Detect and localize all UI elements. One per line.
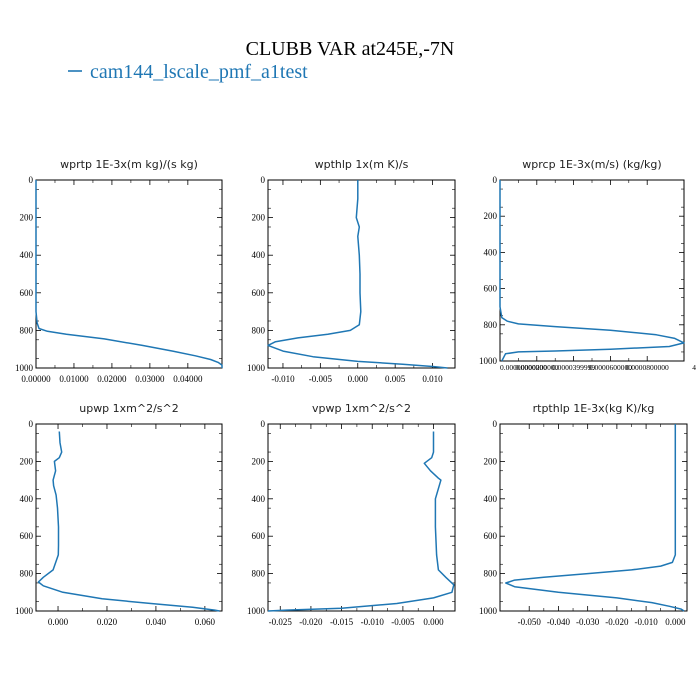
panel-wprtp: wprtp 1E-3x(m kg)/(s kg) 0 200 400 600 800 100… (15, 158, 223, 384)
xtick-label: 4 (692, 363, 696, 372)
xtick-label: -0.020 (299, 617, 323, 627)
plot-frame-vpwp (267, 423, 456, 612)
ytick-label: 200 (20, 213, 34, 223)
panel-title-upwp: upwp 1xm^2/s^2 (79, 402, 179, 415)
panel-title-vpwp: vpwp 1xm^2/s^2 (312, 402, 411, 415)
ytick-label: 600 (252, 288, 266, 298)
xtick-label: 0.0000800000 (626, 363, 669, 372)
xtick-label: 0.0000600000 (589, 363, 632, 372)
ytick-label: 800 (252, 569, 266, 579)
ytick-label: 600 (484, 284, 498, 294)
ytick-label: 1000 (247, 363, 266, 373)
ytick-label: 0 (29, 175, 34, 185)
xtick-label: 0.000 (665, 617, 686, 627)
panel-rtpthlp: rtpthlp 1E-3x(kg K)/kg 0 200 400 600 800 1000 -… (479, 402, 688, 627)
ytick-label: 800 (484, 320, 498, 330)
ytick-label: 200 (20, 456, 34, 466)
panel-title-wprcp: wprcp 1E-3x(m/s) (kg/kg) (522, 158, 661, 171)
series-line-wpthlp (267, 180, 448, 369)
xtick-label: 0.000 (348, 374, 369, 384)
ytick-label: 400 (20, 494, 34, 504)
ytick-label: 800 (484, 569, 498, 579)
legend-label: cam144_lscale_pmf_a1test (90, 61, 308, 83)
series-line-upwp (37, 431, 220, 612)
xtick-label: 0.000 (48, 617, 69, 627)
xtick-label: 0.020 (97, 617, 118, 627)
xtick-label: -0.020 (605, 617, 629, 627)
ytick-label: 1000 (247, 606, 266, 616)
xtick-label: -0.015 (330, 617, 354, 627)
xtick-label: 0.03000 (135, 374, 165, 384)
plot-frame-rtpthlp (499, 423, 688, 612)
xtick-label: -0.025 (269, 617, 293, 627)
ytick-label: 800 (20, 569, 34, 579)
plot-frame-upwp (35, 423, 223, 612)
xtick-label: -0.005 (391, 617, 415, 627)
xtick-label: 0.060 (195, 617, 216, 627)
xtick-label: -0.050 (518, 617, 542, 627)
xtick-label: 0.040 (146, 617, 167, 627)
panels: wprtp 1E-3x(m kg)/(s kg)0200400600800100… (15, 158, 696, 627)
series-line-wprtp (35, 180, 223, 368)
ytick-label: 200 (484, 211, 498, 221)
ytick-label: 1000 (479, 356, 498, 366)
xtick-label: 0.00000 (21, 374, 51, 384)
ytick-label: 1000 (15, 606, 34, 616)
xtick-label: -0.005 (309, 374, 333, 384)
xtick-label: -0.040 (547, 617, 571, 627)
ytick-label: 400 (252, 494, 266, 504)
ytick-label: 400 (484, 247, 498, 257)
ytick-label: 200 (252, 456, 266, 466)
plot-frame-wpthlp (267, 179, 456, 369)
xtick-label: -0.010 (634, 617, 658, 627)
panel-wprcp: wprcp 1E-3x(m/s) (kg/kg) 0 200 400 600 800 100… (479, 158, 696, 372)
plot-frame-wprcp (499, 179, 685, 362)
ytick-label: 600 (20, 288, 34, 298)
ytick-label: 0 (493, 419, 498, 429)
ytick-label: 200 (484, 456, 498, 466)
xtick-label: 0.02000 (97, 374, 127, 384)
ytick-label: 800 (20, 325, 34, 335)
series-line-wprcp (499, 180, 685, 362)
panel-title-wpthlp: wpthlp 1x(m K)/s (315, 158, 409, 171)
xtick-label: 0.04000 (173, 374, 203, 384)
ytick-label: 1000 (479, 606, 498, 616)
panel-title-rtpthlp: rtpthlp 1E-3x(kg K)/kg (533, 402, 655, 415)
xtick-label: 0.01000 (59, 374, 89, 384)
ytick-label: 400 (484, 494, 498, 504)
ytick-label: 200 (252, 213, 266, 223)
panel-upwp: upwp 1xm^2/s^2 0 200 400 600 800 1000 0.000 0.02… (15, 402, 223, 627)
xtick-label: 0.010 (422, 374, 443, 384)
xtick-label: -0.010 (271, 374, 295, 384)
series-line-vpwp (267, 431, 455, 612)
ytick-label: 600 (252, 531, 266, 541)
xtick-label: 0.00000000000 (500, 363, 547, 372)
ytick-label: 1000 (15, 363, 34, 373)
xtick-label: 0.000 (423, 617, 444, 627)
panel-wpthlp: wpthlp 1x(m K)/s 0 200 400 600 800 1000 -0.010 -… (247, 158, 456, 384)
xtick-label: -0.010 (361, 617, 385, 627)
ytick-label: 0 (261, 419, 266, 429)
series-line-rtpthlp (505, 424, 685, 612)
ytick-label: 0 (261, 175, 266, 185)
xtick-label: 0.0000399999 (552, 363, 595, 372)
xtick-label: -0.030 (576, 617, 600, 627)
xtick-label: 0.0000200000 (515, 363, 558, 372)
ytick-label: 600 (20, 531, 34, 541)
ytick-label: 0 (493, 175, 498, 185)
panel-title-wprtp: wprtp 1E-3x(m kg)/(s kg) (60, 158, 198, 171)
ytick-label: 0 (29, 419, 34, 429)
plot-frame-wprtp (35, 179, 223, 369)
ytick-label: 600 (484, 531, 498, 541)
ytick-label: 800 (252, 325, 266, 335)
figure-title: CLUBB VAR at245E,-7N (246, 38, 455, 60)
ytick-label: 400 (252, 250, 266, 260)
panel-vpwp: vpwp 1xm^2/s^2 0 200 400 600 800 1000-0.025 -0.… (247, 402, 456, 627)
xtick-label: 0.005 (385, 374, 406, 384)
ytick-label: 400 (20, 250, 34, 260)
